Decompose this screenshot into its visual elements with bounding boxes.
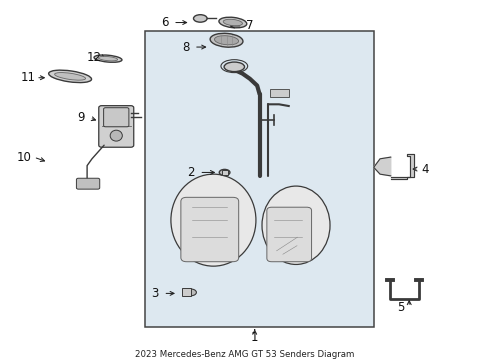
FancyBboxPatch shape — [76, 178, 100, 189]
Text: 8: 8 — [182, 41, 190, 54]
FancyBboxPatch shape — [99, 106, 134, 147]
Polygon shape — [374, 157, 391, 176]
Ellipse shape — [224, 62, 245, 72]
FancyBboxPatch shape — [267, 207, 312, 262]
Text: 3: 3 — [151, 287, 159, 300]
Text: 12: 12 — [87, 51, 102, 64]
Ellipse shape — [262, 186, 330, 265]
Ellipse shape — [194, 15, 207, 22]
Ellipse shape — [210, 33, 243, 47]
Text: 2: 2 — [187, 166, 195, 179]
Ellipse shape — [215, 36, 239, 45]
Text: 7: 7 — [246, 19, 254, 32]
FancyBboxPatch shape — [181, 197, 239, 262]
Ellipse shape — [171, 174, 256, 266]
Text: 11: 11 — [20, 71, 35, 84]
Ellipse shape — [110, 130, 122, 141]
Ellipse shape — [54, 73, 86, 80]
FancyBboxPatch shape — [103, 108, 129, 127]
Text: 4: 4 — [421, 163, 429, 176]
Ellipse shape — [98, 57, 118, 61]
Ellipse shape — [185, 289, 196, 296]
Text: 1: 1 — [251, 331, 258, 344]
Text: 10: 10 — [17, 150, 32, 163]
Polygon shape — [391, 154, 414, 179]
Text: 9: 9 — [77, 112, 85, 125]
Text: 2023 Mercedes-Benz AMG GT 53 Senders Diagram: 2023 Mercedes-Benz AMG GT 53 Senders Dia… — [135, 350, 355, 359]
Bar — [270, 89, 289, 97]
Ellipse shape — [49, 70, 92, 82]
Ellipse shape — [219, 17, 247, 28]
Ellipse shape — [94, 55, 122, 62]
Text: 5: 5 — [397, 301, 404, 314]
Ellipse shape — [223, 19, 243, 26]
Ellipse shape — [219, 170, 230, 176]
Bar — [146, 31, 374, 328]
Bar — [222, 170, 228, 175]
Text: 6: 6 — [161, 16, 169, 29]
Bar — [182, 288, 191, 297]
